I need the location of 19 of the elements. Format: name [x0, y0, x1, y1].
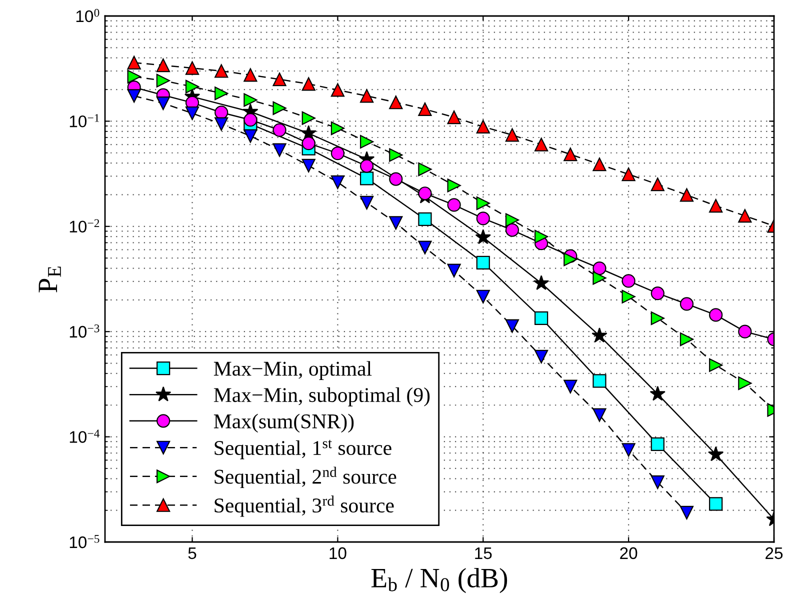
y-tick-label: 10$^{−1}$	[70, 114, 100, 128]
x-tick-label: 10	[330, 547, 346, 560]
legend-label: Sequential, 3$^{rd}$ source	[214, 496, 394, 517]
y-tick-label: 10$^{−3}$	[70, 324, 100, 338]
y-tick-label: 10$^{−4}$	[70, 430, 100, 443]
y-axis-title: P$_{E}$	[38, 266, 61, 292]
legend-label: Sequential, 1$^{st}$ source	[214, 440, 392, 460]
x-axis-title: E$_{b}$ / N$_{0}$ (dB)	[371, 568, 508, 594]
x-tick-label: 20	[620, 547, 638, 560]
y-tick-label: 10$^{−2}$	[70, 219, 100, 233]
legend-label: Max−Min, suboptimal (9)	[214, 387, 430, 406]
legend-label: Max(sum(SNR))	[214, 414, 354, 433]
legend-label: Sequential, 2$^{nd}$ source	[214, 466, 396, 488]
y-tick-label: 10$^{−5}$	[70, 535, 100, 548]
legend-label: Max−Min, optimal	[214, 361, 372, 380]
x-tick-label: 5	[188, 547, 196, 560]
x-tick-label: 15	[475, 547, 492, 560]
y-tick-label: 10$^{0}$	[76, 8, 100, 22]
x-tick-label: 25	[766, 547, 783, 560]
